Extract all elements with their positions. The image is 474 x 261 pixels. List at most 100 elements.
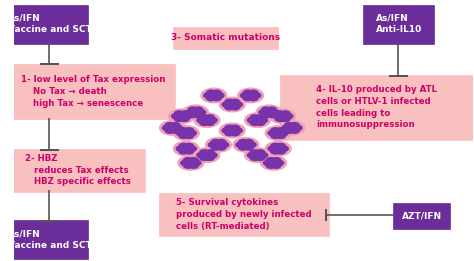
FancyBboxPatch shape bbox=[363, 5, 434, 44]
Circle shape bbox=[244, 145, 253, 150]
Circle shape bbox=[180, 116, 189, 122]
Circle shape bbox=[281, 116, 290, 122]
Circle shape bbox=[182, 114, 192, 119]
Circle shape bbox=[252, 93, 261, 98]
Circle shape bbox=[201, 88, 227, 103]
Circle shape bbox=[240, 93, 250, 98]
Circle shape bbox=[279, 121, 305, 135]
Circle shape bbox=[270, 110, 279, 115]
Circle shape bbox=[279, 146, 288, 151]
Circle shape bbox=[189, 163, 198, 168]
Circle shape bbox=[173, 141, 199, 156]
Circle shape bbox=[244, 139, 253, 145]
Circle shape bbox=[258, 153, 268, 158]
Circle shape bbox=[211, 145, 220, 150]
Circle shape bbox=[179, 115, 184, 118]
Circle shape bbox=[266, 163, 275, 168]
FancyBboxPatch shape bbox=[12, 220, 88, 259]
Circle shape bbox=[225, 125, 234, 130]
Circle shape bbox=[179, 128, 188, 133]
Circle shape bbox=[271, 143, 280, 149]
Circle shape bbox=[284, 128, 294, 133]
Circle shape bbox=[268, 130, 277, 136]
FancyBboxPatch shape bbox=[281, 75, 474, 140]
Circle shape bbox=[275, 116, 284, 122]
Circle shape bbox=[250, 115, 259, 120]
Circle shape bbox=[233, 102, 242, 107]
Circle shape bbox=[255, 120, 265, 125]
Circle shape bbox=[282, 125, 291, 130]
Circle shape bbox=[230, 105, 239, 110]
Circle shape bbox=[271, 149, 280, 154]
Circle shape bbox=[200, 120, 209, 125]
Circle shape bbox=[176, 146, 185, 151]
Circle shape bbox=[171, 128, 180, 133]
Text: 1- low level of Tax expression
    No Tax → death
    high Tax → senescence: 1- low level of Tax expression No Tax → … bbox=[21, 75, 165, 108]
Circle shape bbox=[204, 93, 213, 98]
Circle shape bbox=[225, 130, 234, 136]
Circle shape bbox=[230, 99, 239, 104]
Circle shape bbox=[238, 88, 264, 103]
Circle shape bbox=[268, 146, 277, 151]
Circle shape bbox=[169, 109, 194, 123]
Circle shape bbox=[255, 154, 260, 157]
Circle shape bbox=[255, 155, 265, 161]
Circle shape bbox=[225, 99, 234, 104]
Circle shape bbox=[255, 115, 265, 120]
FancyBboxPatch shape bbox=[159, 193, 328, 236]
Circle shape bbox=[188, 112, 197, 118]
Circle shape bbox=[219, 97, 245, 112]
Circle shape bbox=[180, 111, 189, 116]
Circle shape bbox=[189, 158, 198, 163]
Circle shape bbox=[171, 123, 180, 128]
Circle shape bbox=[270, 109, 296, 123]
Circle shape bbox=[261, 156, 286, 170]
Circle shape bbox=[182, 105, 209, 120]
Circle shape bbox=[265, 141, 291, 156]
Circle shape bbox=[247, 117, 256, 123]
Text: 5- Survival cytokines
produced by newly infected
cells (RT-mediated): 5- Survival cytokines produced by newly … bbox=[176, 198, 311, 230]
Circle shape bbox=[205, 155, 214, 161]
Circle shape bbox=[205, 120, 214, 125]
Circle shape bbox=[230, 125, 239, 130]
Circle shape bbox=[174, 116, 183, 122]
Circle shape bbox=[179, 133, 188, 138]
Text: 2- HBZ
   reduces Tax effects
   HBZ specific effects: 2- HBZ reduces Tax effects HBZ specific … bbox=[26, 154, 131, 186]
Circle shape bbox=[222, 128, 231, 133]
Circle shape bbox=[193, 111, 198, 114]
Circle shape bbox=[255, 150, 265, 155]
Circle shape bbox=[209, 142, 218, 147]
Circle shape bbox=[275, 147, 281, 150]
Circle shape bbox=[272, 158, 281, 163]
Circle shape bbox=[160, 121, 185, 135]
Circle shape bbox=[225, 105, 234, 110]
Circle shape bbox=[230, 130, 239, 136]
Circle shape bbox=[204, 154, 210, 157]
Circle shape bbox=[238, 145, 248, 150]
Circle shape bbox=[219, 123, 245, 138]
Circle shape bbox=[211, 94, 217, 97]
Text: AZT/IFN: AZT/IFN bbox=[401, 212, 442, 221]
Circle shape bbox=[187, 146, 196, 151]
Text: As/IFN
Anti-IL10: As/IFN Anti-IL10 bbox=[375, 14, 422, 34]
Circle shape bbox=[233, 138, 259, 152]
Circle shape bbox=[283, 114, 293, 119]
Circle shape bbox=[275, 111, 284, 116]
Circle shape bbox=[194, 112, 203, 118]
Circle shape bbox=[258, 117, 268, 123]
Circle shape bbox=[185, 110, 194, 115]
Circle shape bbox=[179, 143, 188, 149]
Circle shape bbox=[200, 155, 209, 161]
Circle shape bbox=[250, 120, 259, 125]
Circle shape bbox=[249, 96, 258, 101]
Circle shape bbox=[197, 117, 206, 123]
Circle shape bbox=[208, 117, 217, 123]
Circle shape bbox=[256, 105, 282, 120]
Circle shape bbox=[255, 118, 260, 122]
Circle shape bbox=[248, 94, 253, 97]
Circle shape bbox=[271, 133, 280, 138]
Circle shape bbox=[271, 128, 280, 133]
Circle shape bbox=[205, 115, 214, 120]
Circle shape bbox=[183, 147, 189, 150]
Circle shape bbox=[178, 156, 204, 170]
